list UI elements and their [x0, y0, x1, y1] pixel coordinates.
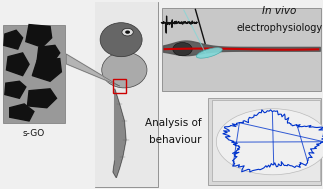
Bar	[95, 2, 158, 187]
Bar	[3, 25, 65, 123]
Polygon shape	[26, 25, 52, 47]
Polygon shape	[5, 81, 26, 98]
Circle shape	[216, 109, 323, 175]
Ellipse shape	[102, 52, 147, 88]
Text: behaviour: behaviour	[149, 135, 202, 145]
Polygon shape	[10, 104, 34, 121]
Ellipse shape	[173, 43, 192, 56]
Polygon shape	[27, 89, 57, 108]
Bar	[208, 98, 321, 185]
Polygon shape	[32, 59, 61, 81]
Polygon shape	[6, 53, 29, 76]
Polygon shape	[4, 30, 23, 49]
Bar	[95, 2, 158, 187]
Bar	[113, 79, 126, 93]
Text: Analysis of: Analysis of	[145, 118, 202, 128]
Text: electrophysiology: electrophysiology	[236, 23, 322, 33]
Polygon shape	[66, 54, 120, 86]
Polygon shape	[37, 45, 60, 64]
Bar	[162, 8, 321, 91]
Polygon shape	[113, 89, 126, 178]
Ellipse shape	[196, 48, 222, 58]
Text: s-GO: s-GO	[23, 129, 45, 138]
Ellipse shape	[125, 30, 130, 34]
Bar	[212, 100, 320, 181]
Ellipse shape	[100, 23, 142, 57]
Ellipse shape	[122, 28, 133, 36]
Text: In vivo: In vivo	[262, 6, 297, 16]
